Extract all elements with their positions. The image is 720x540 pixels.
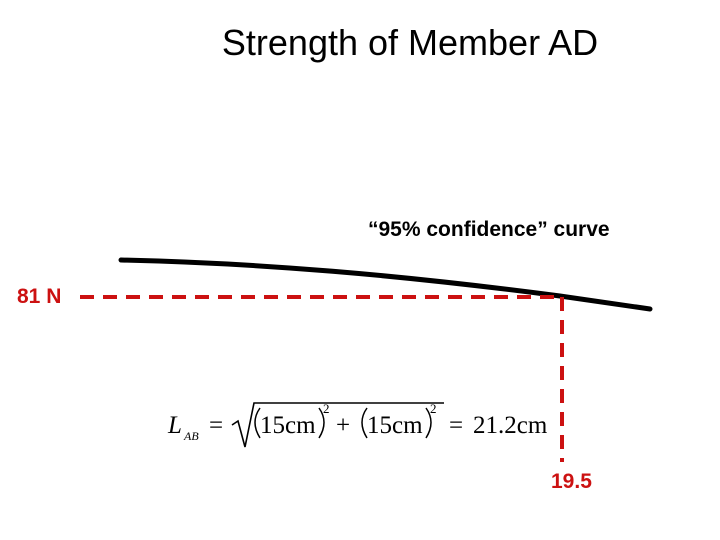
length-label: 19.5 — [551, 470, 592, 493]
paren-close-1 — [318, 407, 325, 439]
force-label: 81 N — [17, 285, 62, 308]
equation-exponent-1: 2 — [323, 401, 330, 416]
curve-label: “95% confidence” curve — [368, 218, 610, 241]
slide-title: Strength of Member AD — [221, 22, 599, 63]
length-equation: L AB = 15cm 2 + 15cm 2 = 21.2cm — [167, 401, 548, 448]
equation-term-2: 15cm — [367, 412, 423, 439]
equation-exponent-2: 2 — [430, 401, 437, 416]
equation-result: 21.2cm — [473, 412, 548, 439]
confidence-curve — [118, 257, 653, 312]
paren-close-2 — [425, 407, 432, 439]
square-root-icon — [231, 402, 444, 448]
equation-lhs-symbol: L — [167, 412, 182, 439]
equation-equals-2: = — [449, 412, 463, 439]
equation-term-1: 15cm — [260, 412, 316, 439]
paren-open-1 — [254, 407, 261, 439]
equation-equals-1: = — [209, 412, 223, 439]
equation-plus: + — [336, 412, 350, 439]
equation-lhs-subscript: AB — [183, 429, 199, 443]
paren-open-2 — [361, 407, 368, 439]
